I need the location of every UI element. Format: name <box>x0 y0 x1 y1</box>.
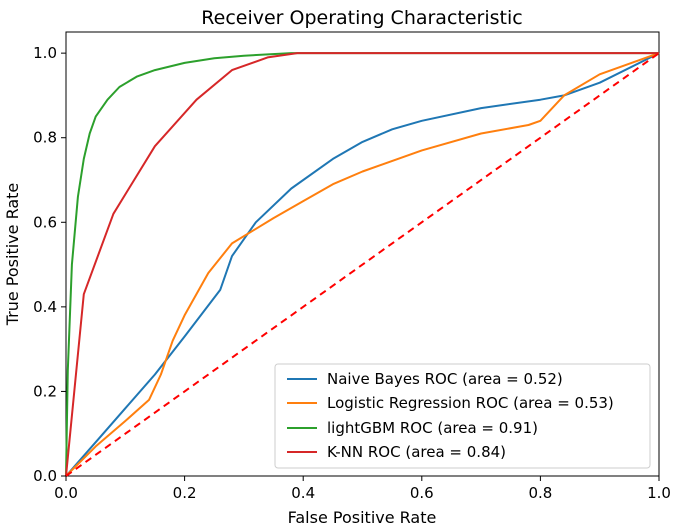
series-layer <box>65 52 660 477</box>
reference-diagonal-line <box>65 52 660 477</box>
x-axis-label: False Positive Rate <box>288 508 437 527</box>
legend-label-naive-bayes: Naive Bayes ROC (area = 0.52) <box>327 370 563 388</box>
y-tick-label: 0.0 <box>33 467 57 485</box>
x-tick-label: 0.0 <box>54 484 78 502</box>
y-tick-label: 0.2 <box>33 382 57 400</box>
plot-area <box>65 31 660 477</box>
legend-box <box>274 363 651 469</box>
plot-frame <box>65 31 660 477</box>
series-line-lightgbm <box>65 52 659 477</box>
series-line-naive-bayes <box>65 52 660 477</box>
x-tick-label: 0.2 <box>173 484 197 502</box>
y-tick-label: 0.6 <box>33 213 57 231</box>
legend: Naive Bayes ROC (area = 0.52) Logistic R… <box>274 363 651 469</box>
series-line-logistic-regression <box>65 52 660 477</box>
x-tick-label: 0.8 <box>528 484 552 502</box>
y-axis-label: True Positive Rate <box>3 183 22 327</box>
chart-title: Receiver Operating Characteristic <box>201 7 522 29</box>
legend-label-lightgbm: lightGBM ROC (area = 0.91) <box>327 419 538 437</box>
y-tick-label: 0.4 <box>33 298 57 316</box>
ticks-layer: 0.0 0.2 0.4 0.6 0.8 1.0 0.0 0.2 0.4 0.6 0.8 1.0 <box>33 44 671 502</box>
legend-label-logistic-regression: Logistic Regression ROC (area = 0.53) <box>327 394 614 412</box>
x-tick-label: 0.6 <box>410 484 434 502</box>
y-tick-label: 0.8 <box>33 129 57 147</box>
x-tick-label: 0.4 <box>291 484 315 502</box>
y-tick-label: 1.0 <box>33 44 57 62</box>
x-tick-label: 1.0 <box>647 484 671 502</box>
series-line-k-nn <box>65 52 659 477</box>
legend-label-knn: K-NN ROC (area = 0.84) <box>327 443 506 461</box>
